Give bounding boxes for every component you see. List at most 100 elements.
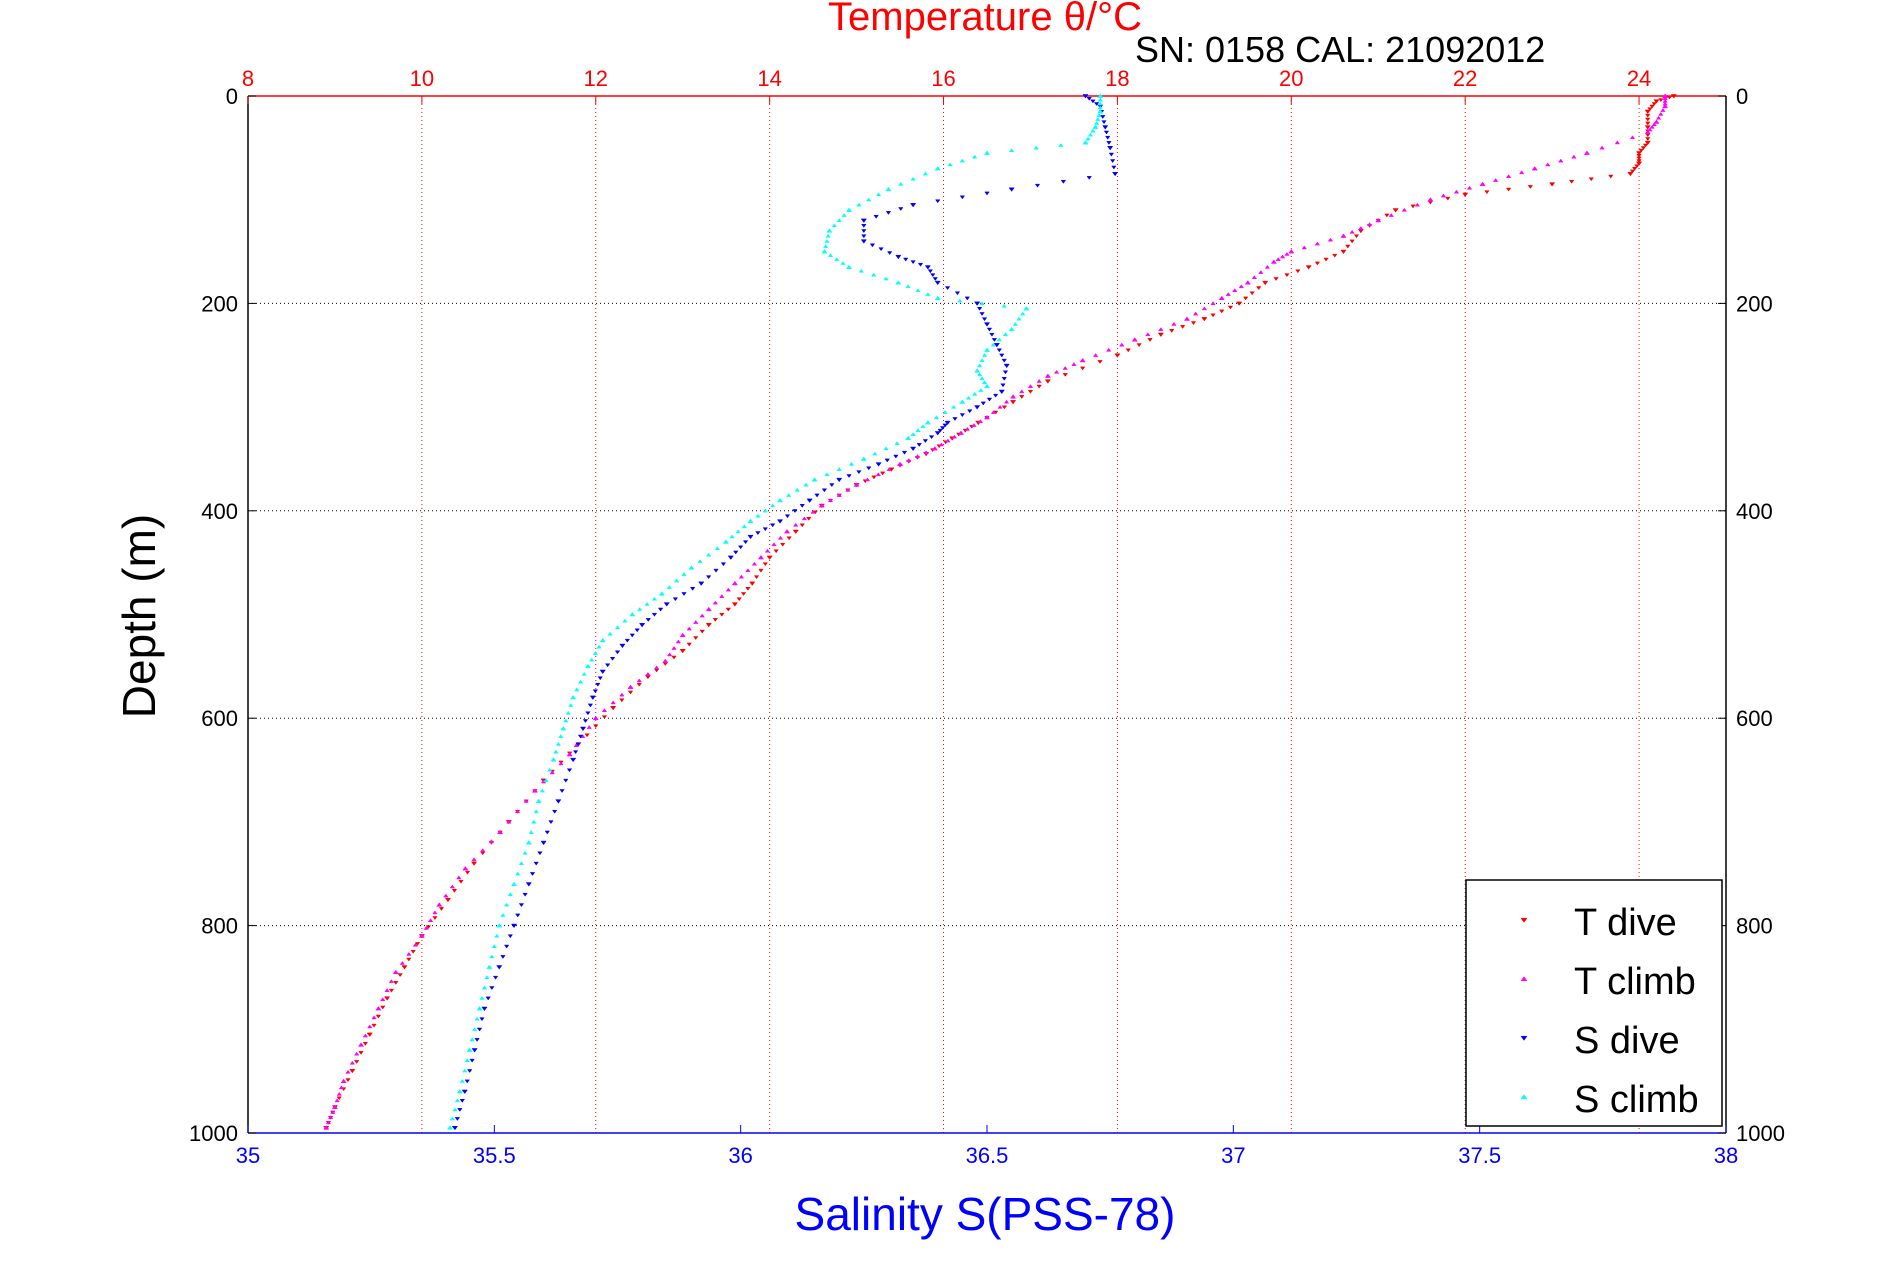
data-point [984,191,990,196]
data-point [979,376,985,381]
data-point [1492,178,1499,182]
data-point [349,1068,356,1074]
data-point [720,562,727,567]
data-point [978,388,984,392]
data-point [861,229,867,234]
data-point [1218,295,1225,301]
data-point [1340,249,1347,255]
data-point [1583,150,1590,155]
data-point [1279,254,1286,259]
data-point [496,965,503,970]
data-point [1019,389,1025,394]
data-point [1238,284,1244,289]
data-point [653,668,660,673]
data-point [1157,332,1164,338]
data-point [951,404,957,409]
left-tick-label: 1000 [189,1121,238,1146]
data-point [905,284,911,289]
data-point [1044,379,1051,384]
right-tick-label: 200 [1736,291,1773,316]
data-point [644,674,652,680]
data-point [895,280,902,285]
data-point [614,625,621,630]
data-point [588,657,595,662]
data-point [558,734,564,738]
data-point [1023,306,1030,311]
data-point [910,203,917,208]
data-point [577,679,584,684]
data-point [964,296,970,301]
data-point [601,708,608,712]
data-point [731,580,738,586]
data-point [1635,161,1643,166]
data-point [780,542,786,547]
data-point [1106,141,1112,145]
data-point [500,955,506,959]
data-point [749,581,756,586]
data-point [979,312,985,316]
data-point [705,552,712,557]
data-point [898,181,904,186]
data-point [471,857,477,862]
data-point [449,1116,456,1121]
data-point [645,671,651,676]
data-point [362,1033,369,1038]
data-point [860,239,867,244]
data-point [334,1098,340,1103]
top-tick-label: 10 [410,66,434,91]
top-tick-label: 16 [931,66,955,91]
data-point [885,211,892,215]
right-tick-label: 1000 [1736,1121,1785,1146]
data-point [1305,265,1312,270]
data-point [836,493,842,497]
data-point [1097,93,1104,98]
data-point [866,466,872,471]
data-point [572,750,579,755]
data-point [938,442,945,447]
data-point [627,684,634,689]
data-point [1627,171,1634,177]
data-point [1079,357,1086,363]
series-s-dive [451,94,1119,1131]
data-point [887,251,893,256]
data-point [438,907,445,911]
data-point [496,923,503,928]
data-point [976,372,983,377]
data-point [597,676,603,681]
data-point [910,176,916,181]
data-point [550,757,557,762]
data-point [915,288,921,293]
data-point [525,882,532,887]
data-point [1519,170,1525,175]
data-point [636,607,643,611]
data-point [971,154,978,159]
data-point [801,516,808,521]
data-point [1636,154,1642,158]
data-point [1270,259,1277,264]
legend-marker [1520,917,1528,923]
data-point [983,150,991,155]
data-point [725,587,732,592]
data-point [1103,130,1110,135]
data-point [466,1047,473,1052]
data-point [856,202,862,207]
data-point [462,1068,468,1073]
data-point [585,711,591,716]
data-point [467,1069,473,1073]
data-point [1445,196,1451,201]
data-point [997,404,1003,409]
data-point [566,751,573,757]
legend-label: T climb [1574,961,1696,1003]
data-point [981,380,988,385]
data-point [371,1015,377,1020]
top-tick-label: 24 [1627,66,1651,91]
data-point [592,651,599,655]
data-point [1019,395,1025,399]
data-point [1660,108,1666,112]
top-axis-title: Temperature θ/°C [828,0,1142,39]
data-point [1171,321,1177,326]
data-point [996,348,1003,353]
data-point [712,618,718,622]
data-point [1638,148,1644,153]
data-point [1183,316,1191,321]
